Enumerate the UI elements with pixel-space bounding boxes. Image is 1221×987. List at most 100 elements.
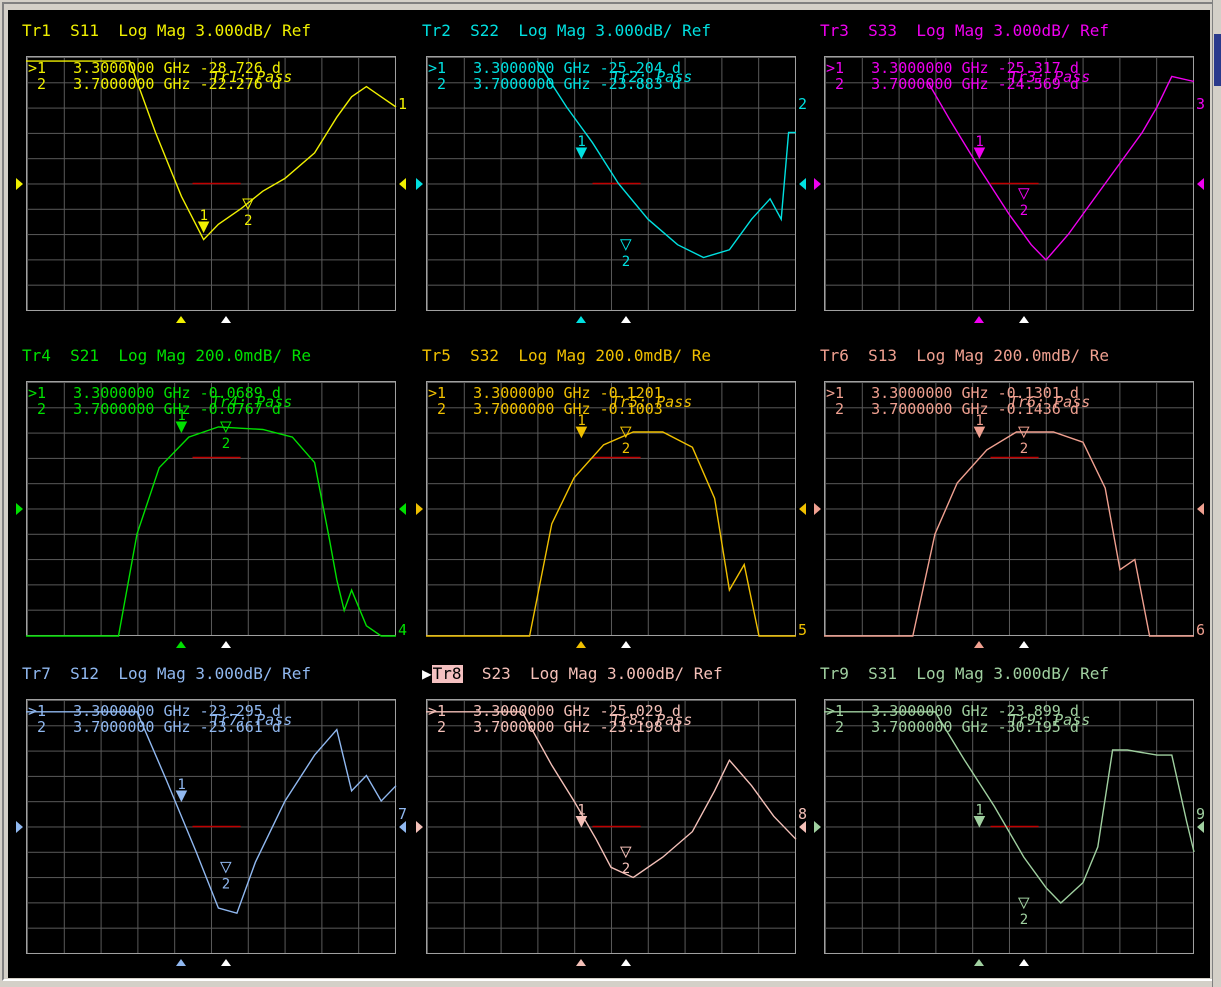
tr9-trace-plot: 12 [824,711,1195,928]
tr3-title-text: Tr3 S33 Log Mag 3.000dB/ Ref [820,22,1109,40]
marker-1-position-icon [176,316,187,323]
reference-arrow-right-icon [399,502,406,515]
trace-marker-2-label: 2 [1020,441,1028,457]
tr7-limit-test-result: Tr7: Pass [211,711,293,729]
tr3-marker1-readout: >1 3.3000000 GHz -25.317 d [826,60,1079,76]
tr8-trace-number: 8 [798,805,808,824]
trace-display: Tr1 S11 Log Mag 3.000dB/ Ref 1 2 >1 3.30000… [8,10,1210,978]
tr9-limit-test-result: Tr9: Pass [1009,711,1091,729]
active-trace-arrow-icon: ▶ [422,665,432,683]
tr9-title[interactable]: Tr9 S31 Log Mag 3.000dB/ Ref [820,665,1202,685]
tr4-marker2-readout: 2 3.7000000 GHz -0.0767 d [28,401,281,417]
marker-2-position-icon [220,641,231,648]
reference-arrow-left-icon [814,820,821,833]
tr5-title[interactable]: Tr5 S32 Log Mag 200.0mdB/ Re [422,347,804,367]
reference-arrow-right-icon [399,820,406,833]
trace-marker-1-label: 1 [975,413,983,429]
trace-marker-2-label: 2 [622,254,630,270]
tr1-marker2-readout: 2 3.7000000 GHz -22.276 d [28,76,281,92]
trace-marker-2: 2 [219,421,232,452]
trace-marker-2: 2 [619,239,632,270]
reference-arrow-left-icon [16,502,23,515]
tr2-limit-test-result: Tr2: Pass [611,68,693,86]
trace-marker-2: 2 [219,861,232,892]
tr9-trace-line [824,711,1195,904]
tr4-limit-test-result: Tr4: Pass [211,393,293,411]
trace-marker-1: 1 [575,134,588,160]
trace-marker-1-label: 1 [177,408,185,424]
reference-arrow-right-icon [1197,502,1204,515]
marker-1-position-icon [974,959,985,966]
trace-marker-2-label: 2 [222,876,230,892]
trace-marker-2-label: 2 [622,441,630,457]
trace-marker-2: 2 [619,426,632,457]
tr3-title[interactable]: Tr3 S33 Log Mag 3.000dB/ Ref [820,22,1202,42]
tr8-title-text: S23 Log Mag 3.000dB/ Ref [462,665,723,683]
tr4-plot-grid[interactable] [26,381,396,636]
tr7-trace-line [26,711,397,915]
trace-marker-2: 2 [1017,188,1030,219]
tr1-title[interactable]: Tr1 S11 Log Mag 3.000dB/ Ref [22,22,404,42]
tr4-title[interactable]: Tr4 S21 Log Mag 200.0mdB/ Re [22,347,404,367]
trace-marker-1: 1 [973,803,986,828]
tr9-title-text: Tr9 S31 Log Mag 3.000dB/ Ref [820,665,1109,683]
reference-arrow-left-icon [16,820,23,833]
tr8-marker2-readout: 2 3.7000000 GHz -23.198 d [428,719,681,735]
reference-arrow-left-icon [416,502,423,515]
tr5-plot-grid[interactable] [426,381,796,636]
reference-arrow-right-icon [799,820,806,833]
trace-marker-2-label: 2 [1020,203,1028,219]
tr6-trace-plot: 12 [824,413,1194,637]
tr4-trace-plot: 12 [26,408,396,637]
reference-arrow-right-icon [1197,177,1204,190]
tr9-marker2-readout: 2 3.7000000 GHz -30.195 d [826,719,1079,735]
tr5-trace-line [426,431,796,637]
trace-marker-1-label: 1 [577,803,585,819]
tr3-limit-test-result: Tr3: Pass [1009,68,1091,86]
tr8-limit-test-result: Tr8: Pass [611,711,693,729]
tr8-title[interactable]: ▶Tr8 S23 Log Mag 3.000dB/ Ref [422,665,804,685]
tr5-trace-number: 5 [798,621,808,639]
reference-arrow-right-icon [1197,820,1204,833]
tr1-marker1-readout: >1 3.3000000 GHz -28.726 d [28,60,281,76]
tr1-limit-test-result: Tr1: Pass [211,68,293,86]
trace-marker-2-label: 2 [244,213,252,229]
trace-marker-1: 1 [197,208,210,234]
marker-2-position-icon [620,959,631,966]
window-scrollbar[interactable] [1212,0,1221,987]
tr9-trace-number: 9 [1196,805,1206,824]
tr3-trace-line [926,75,1195,262]
tr8-active-tag[interactable]: Tr8 [431,665,463,683]
tr2-trace-line [536,60,796,259]
tr6-trace-line [824,431,1194,637]
reference-arrow-left-icon [16,177,23,190]
tr6-title-text: Tr6 S13 Log Mag 200.0mdB/ Re [820,347,1109,365]
tr4-trace-number: 4 [398,621,408,639]
tr2-trace-number: 2 [798,95,808,113]
scroll-thumb[interactable] [1214,34,1221,86]
trace-marker-2: 2 [242,198,254,229]
tr2-title[interactable]: Tr2 S22 Log Mag 3.000dB/ Ref [422,22,804,42]
tr5-marker2-readout: 2 3.7000000 GHz -0.1003 [428,401,663,417]
tr6-marker1-readout: >1 3.3000000 GHz -0.1301 d [826,385,1079,401]
trace-marker-1-label: 1 [975,803,983,819]
trace-marker-1-label: 1 [975,134,983,150]
trace-marker-1-label: 1 [200,208,208,224]
tr4-marker1-readout: >1 3.3000000 GHz -0.0689 d [28,385,281,401]
marker-2-position-icon [220,959,231,966]
tr8-trace-line [426,711,797,879]
tr2-marker2-readout: 2 3.7000000 GHz -23.883 d [428,76,681,92]
marker-1-position-icon [974,641,985,648]
tr1-plot-grid[interactable] [26,56,396,311]
trace-marker-2: 2 [1017,897,1030,928]
marker-1-position-icon [576,641,587,648]
tr5-trace-plot: 12 [426,413,796,637]
tr7-title[interactable]: Tr7 S12 Log Mag 3.000dB/ Ref [22,665,404,685]
trace-marker-2-label: 2 [1020,912,1028,928]
tr6-plot-grid[interactable] [824,381,1194,636]
reference-arrow-left-icon [814,177,821,190]
tr6-title[interactable]: Tr6 S13 Log Mag 200.0mdB/ Re [820,347,1202,367]
trace-marker-1-label: 1 [577,413,585,429]
marker-2-position-icon [620,316,631,323]
